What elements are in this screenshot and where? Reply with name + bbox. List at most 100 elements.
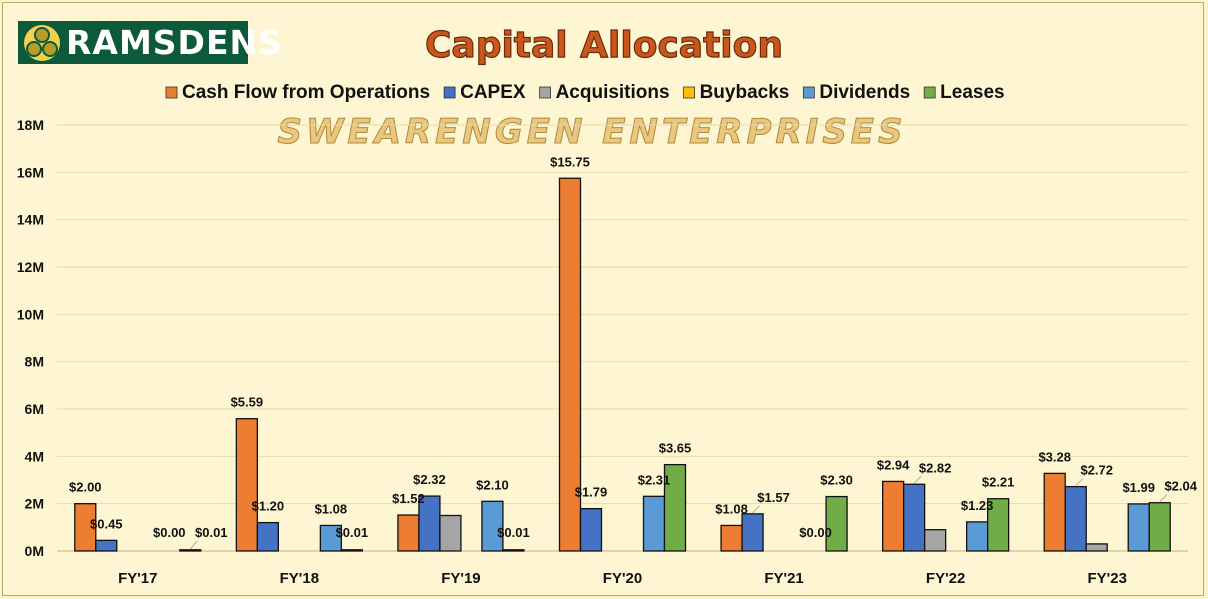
y-tick-label-5: 10M [17, 306, 44, 322]
bar-leases-3 [663, 463, 687, 552]
bar-cash-flow-from-operations-0 [74, 503, 97, 552]
legend-label-3: Buybacks [700, 82, 790, 103]
data-label-1-6: $2.72 [1080, 463, 1113, 478]
x-tick-label-6: FY'23 [1088, 570, 1127, 587]
three-balls-icon [24, 24, 60, 61]
bar-leases-2 [502, 549, 525, 552]
y-tick-label-4: 8M [25, 354, 44, 370]
legend-label-0: Cash Flow from Operations [182, 82, 430, 103]
x-axis: FY'17 FY'18 FY'19 FY'20 FY'21 FY'22 FY'23 [118, 570, 1127, 587]
data-label-0-1: $5.59 [231, 395, 264, 410]
bar-acquisitions-5 [923, 529, 947, 552]
data-label-5-5: $2.21 [982, 475, 1015, 490]
data-label-1-5: $2.82 [919, 460, 952, 475]
data-label-0-4: $1.08 [715, 501, 748, 516]
bars [74, 177, 1171, 552]
bar-cash-flow-from-operations-5 [881, 480, 905, 552]
data-label-4-6: $1.99 [1122, 480, 1155, 495]
data-label-4-0: $0.00 [153, 525, 186, 540]
bar-dividends-6 [1127, 503, 1150, 552]
bar-dividends-5 [965, 521, 989, 552]
bar-cash-flow-from-operations-4 [720, 524, 743, 552]
data-label-5-2: $0.01 [497, 525, 530, 540]
y-tick-label-2: 4M [25, 448, 44, 464]
leader-line-1-6 [1075, 478, 1083, 486]
data-label-0-5: $2.94 [877, 457, 910, 472]
bar-capex-3 [579, 507, 603, 552]
data-label-0-2: $1.52 [392, 491, 425, 506]
data-label-0-6: $3.28 [1038, 449, 1071, 464]
legend-label-5: Leases [940, 82, 1004, 103]
bar-capex-5 [902, 483, 926, 552]
ramsdens-logo: RAMSDENS [18, 21, 282, 64]
legend-label-2: Acquisitions [556, 82, 670, 103]
legend-swatch-4 [802, 86, 815, 99]
x-tick-label-4: FY'21 [764, 570, 803, 587]
x-tick-label-3: FY'20 [603, 570, 642, 587]
y-tick-label-9: 18M [17, 117, 44, 133]
gridlines [57, 124, 1188, 552]
legend-swatch-5 [923, 86, 936, 99]
x-tick-label-1: FY'18 [280, 570, 319, 587]
y-tick-label-1: 2M [25, 496, 44, 512]
leader-lines [189, 475, 1167, 550]
data-label-5-3: $3.65 [659, 441, 692, 456]
bar-cash-flow-from-operations-3 [558, 177, 582, 552]
data-label-1-1: $1.20 [252, 499, 285, 514]
data-label-4-5: $1.23 [961, 498, 994, 513]
legend-label-4: Dividends [819, 82, 910, 103]
watermark-text: SWEARENGEN ENTERPRISES [277, 112, 906, 152]
bar-cash-flow-from-operations-2 [397, 514, 420, 552]
y-tick-label-0: 0M [25, 543, 44, 559]
legend-swatch-1 [443, 86, 456, 99]
y-tick-label-8: 16M [17, 164, 44, 180]
bar-cash-flow-from-operations-6 [1043, 472, 1066, 552]
x-tick-label-0: FY'17 [118, 570, 157, 587]
bar-dividends-2 [481, 500, 504, 552]
data-label-5-6: $2.04 [1164, 479, 1197, 494]
bar-leases-6 [1148, 502, 1171, 552]
y-tick-label-6: 12M [17, 259, 44, 275]
data-label-5-0: $0.01 [195, 525, 228, 540]
x-tick-label-2: FY'19 [441, 570, 480, 587]
data-label-1-2: $2.32 [413, 472, 446, 487]
chart-title: Capital Allocation [425, 25, 783, 66]
y-tick-label-3: 6M [25, 401, 44, 417]
y-tick-label-7: 14M [17, 212, 44, 228]
leader-line-5-6 [1159, 494, 1167, 503]
bar-cash-flow-from-operations-1 [235, 418, 259, 552]
data-label-5-1: $0.01 [336, 525, 369, 540]
bar-dividends-3 [642, 495, 666, 552]
legend: Cash Flow from Operations CAPEX Acquisitio… [165, 82, 1005, 103]
x-tick-label-5: FY'22 [926, 570, 965, 587]
legend-label-1: CAPEX [460, 82, 526, 103]
leader-line-1-5 [913, 475, 922, 484]
bar-leases-1 [340, 549, 364, 552]
data-label-4-4: $0.00 [799, 525, 832, 540]
data-label-0-0: $2.00 [69, 480, 102, 495]
data-label-4-1: $1.08 [315, 501, 348, 516]
bar-capex-1 [256, 521, 280, 552]
bar-acquisitions-2 [439, 514, 462, 552]
bar-leases-5 [986, 498, 1010, 552]
legend-swatch-3 [683, 86, 695, 99]
data-labels: $2.00 $0.45 $0.00 $0.01 $5.59 $1.20 $1.08 $0.01… [69, 154, 1198, 540]
bar-leases-0 [179, 549, 202, 552]
data-label-1-3: $1.79 [575, 485, 608, 500]
data-label-4-3: $2.31 [638, 472, 671, 487]
data-label-4-2: $2.10 [476, 477, 509, 492]
leader-line-1-4 [752, 505, 760, 514]
legend-swatch-2 [539, 86, 551, 99]
bar-acquisitions-6 [1085, 543, 1108, 552]
bar-dividends-1 [319, 524, 343, 552]
leader-line-5-0 [189, 540, 198, 550]
data-label-1-4: $1.57 [757, 490, 790, 505]
data-label-5-4: $2.30 [820, 473, 853, 488]
legend-swatch-0 [165, 86, 178, 99]
bar-capex-4 [741, 513, 764, 552]
bar-capex-0 [95, 539, 118, 552]
data-label-0-3: $15.75 [550, 154, 590, 169]
logo-text: RAMSDENS [66, 23, 283, 62]
